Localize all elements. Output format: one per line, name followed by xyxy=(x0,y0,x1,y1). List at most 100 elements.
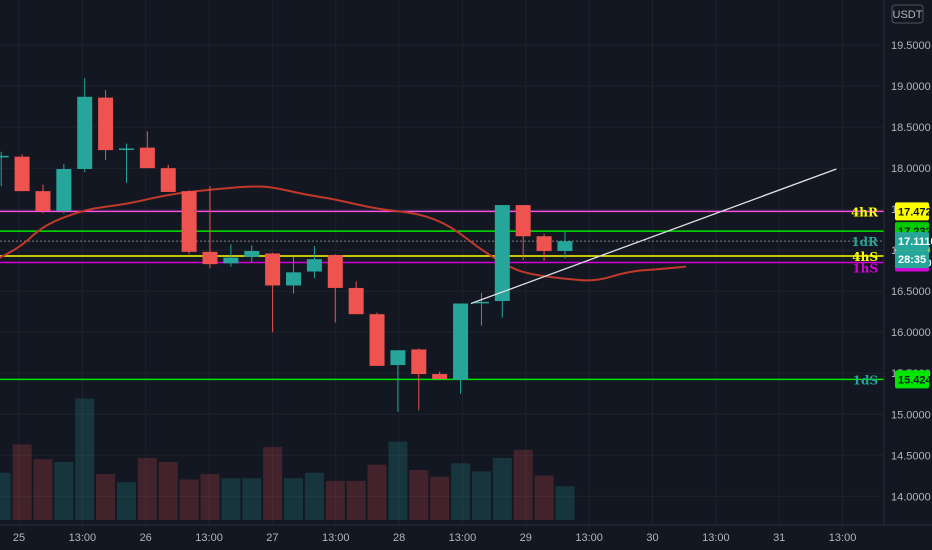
level-tag: 15.4249 xyxy=(895,370,932,389)
volume-bar xyxy=(555,486,575,520)
candle-body xyxy=(14,156,30,192)
candle xyxy=(306,246,322,279)
candle xyxy=(77,77,93,173)
candle xyxy=(98,90,114,160)
candle-body xyxy=(327,255,343,288)
time-tick-label: 13:00 xyxy=(449,532,477,544)
candle-body xyxy=(0,155,9,158)
candle xyxy=(160,164,176,192)
volume-bar xyxy=(388,441,408,520)
candle xyxy=(14,154,30,192)
price-tick-label: 19.5000 xyxy=(891,40,931,52)
volume-bar xyxy=(409,470,429,520)
volume-bar xyxy=(242,478,262,520)
level-tag-bg xyxy=(895,370,929,389)
time-tick-label: 13:00 xyxy=(575,532,603,544)
candle-body xyxy=(306,259,322,272)
current-price-tag-text: 17.1110 xyxy=(898,236,932,248)
candle xyxy=(515,205,531,261)
candle-body xyxy=(265,253,281,286)
time-tick-label: 28 xyxy=(393,532,405,544)
candle-body xyxy=(77,96,93,169)
level-tag: 17.4729 xyxy=(895,202,932,221)
price-tick-label: 14.5000 xyxy=(891,450,931,462)
price-tick-label: 16.5000 xyxy=(891,286,931,298)
volume-bar xyxy=(200,474,220,520)
candle xyxy=(139,131,155,169)
candle xyxy=(494,205,510,318)
candle-body xyxy=(494,205,510,302)
time-axis-ticks: 25 13:00 26 13:00 27 13:00 28 13:00 29 13:00 30 13:… xyxy=(13,532,856,544)
level-name-label: 4hS xyxy=(852,250,878,264)
volume-bar xyxy=(158,461,178,520)
volume-bar xyxy=(263,447,283,520)
candle-body xyxy=(536,236,552,252)
volume-bar xyxy=(54,461,74,520)
time-tick-label: 25 xyxy=(13,532,25,544)
candle xyxy=(411,348,427,411)
candle xyxy=(473,292,489,326)
time-tick-label: 13:00 xyxy=(322,532,350,544)
level-name-label: 4hR xyxy=(851,205,879,219)
moving-average xyxy=(0,185,687,282)
level-name-label: 1dR xyxy=(851,235,879,249)
candle xyxy=(536,233,552,261)
time-tick-label: 13:00 xyxy=(69,532,97,544)
candle-body xyxy=(181,191,197,252)
candle-body xyxy=(160,168,176,192)
candle xyxy=(348,281,364,315)
candle xyxy=(369,312,385,366)
volume-bars xyxy=(0,0,884,525)
price-tick-label: 14.0000 xyxy=(891,491,931,503)
volume-bar xyxy=(137,457,157,520)
candle xyxy=(557,231,573,259)
price-tick-label: 15.0000 xyxy=(891,409,931,421)
candle-body xyxy=(223,257,239,264)
candle xyxy=(0,151,9,187)
candle-body xyxy=(244,251,260,257)
candle xyxy=(118,143,134,183)
candle-body xyxy=(557,241,573,252)
volume-bar xyxy=(33,459,53,520)
volume-bar xyxy=(534,475,554,520)
moving-average-line xyxy=(0,185,687,282)
volume-bar xyxy=(284,478,304,520)
candle xyxy=(390,350,406,412)
candle xyxy=(223,244,239,267)
trendline xyxy=(470,168,837,305)
candle xyxy=(265,252,281,333)
candle-body xyxy=(202,251,218,265)
time-axis-panel[interactable] xyxy=(0,525,932,550)
candle xyxy=(181,190,197,255)
candle-body xyxy=(515,205,531,237)
volume-bar xyxy=(221,478,241,520)
candle-body xyxy=(390,350,406,366)
currency-button[interactable]: USDT xyxy=(891,4,924,24)
level-tag-bg xyxy=(895,202,929,221)
candlesticks xyxy=(0,77,573,412)
volume-bar xyxy=(451,463,471,520)
volume-bar xyxy=(325,480,345,520)
volume-bar xyxy=(12,444,32,520)
candle-body xyxy=(473,301,489,304)
candle-body xyxy=(35,191,51,211)
volume-bar xyxy=(0,472,11,520)
candle-body xyxy=(348,287,364,315)
price-tick-label: 18.0000 xyxy=(891,163,931,175)
countdown-tag-bg xyxy=(895,250,929,269)
candle xyxy=(432,371,448,379)
time-tick-label: 13:00 xyxy=(195,532,223,544)
currency-label: USDT xyxy=(893,9,923,21)
volume-bar xyxy=(471,471,491,520)
current-price-tag-bg xyxy=(895,232,929,251)
price-tick-label: 16.0000 xyxy=(891,327,931,339)
candle xyxy=(244,245,260,263)
volume-bar xyxy=(346,480,366,520)
candle-body xyxy=(432,374,448,379)
volume-bar xyxy=(367,464,387,520)
time-tick-label: 27 xyxy=(266,532,278,544)
time-tick-label: 13:00 xyxy=(702,532,730,544)
candle-body xyxy=(118,148,134,150)
